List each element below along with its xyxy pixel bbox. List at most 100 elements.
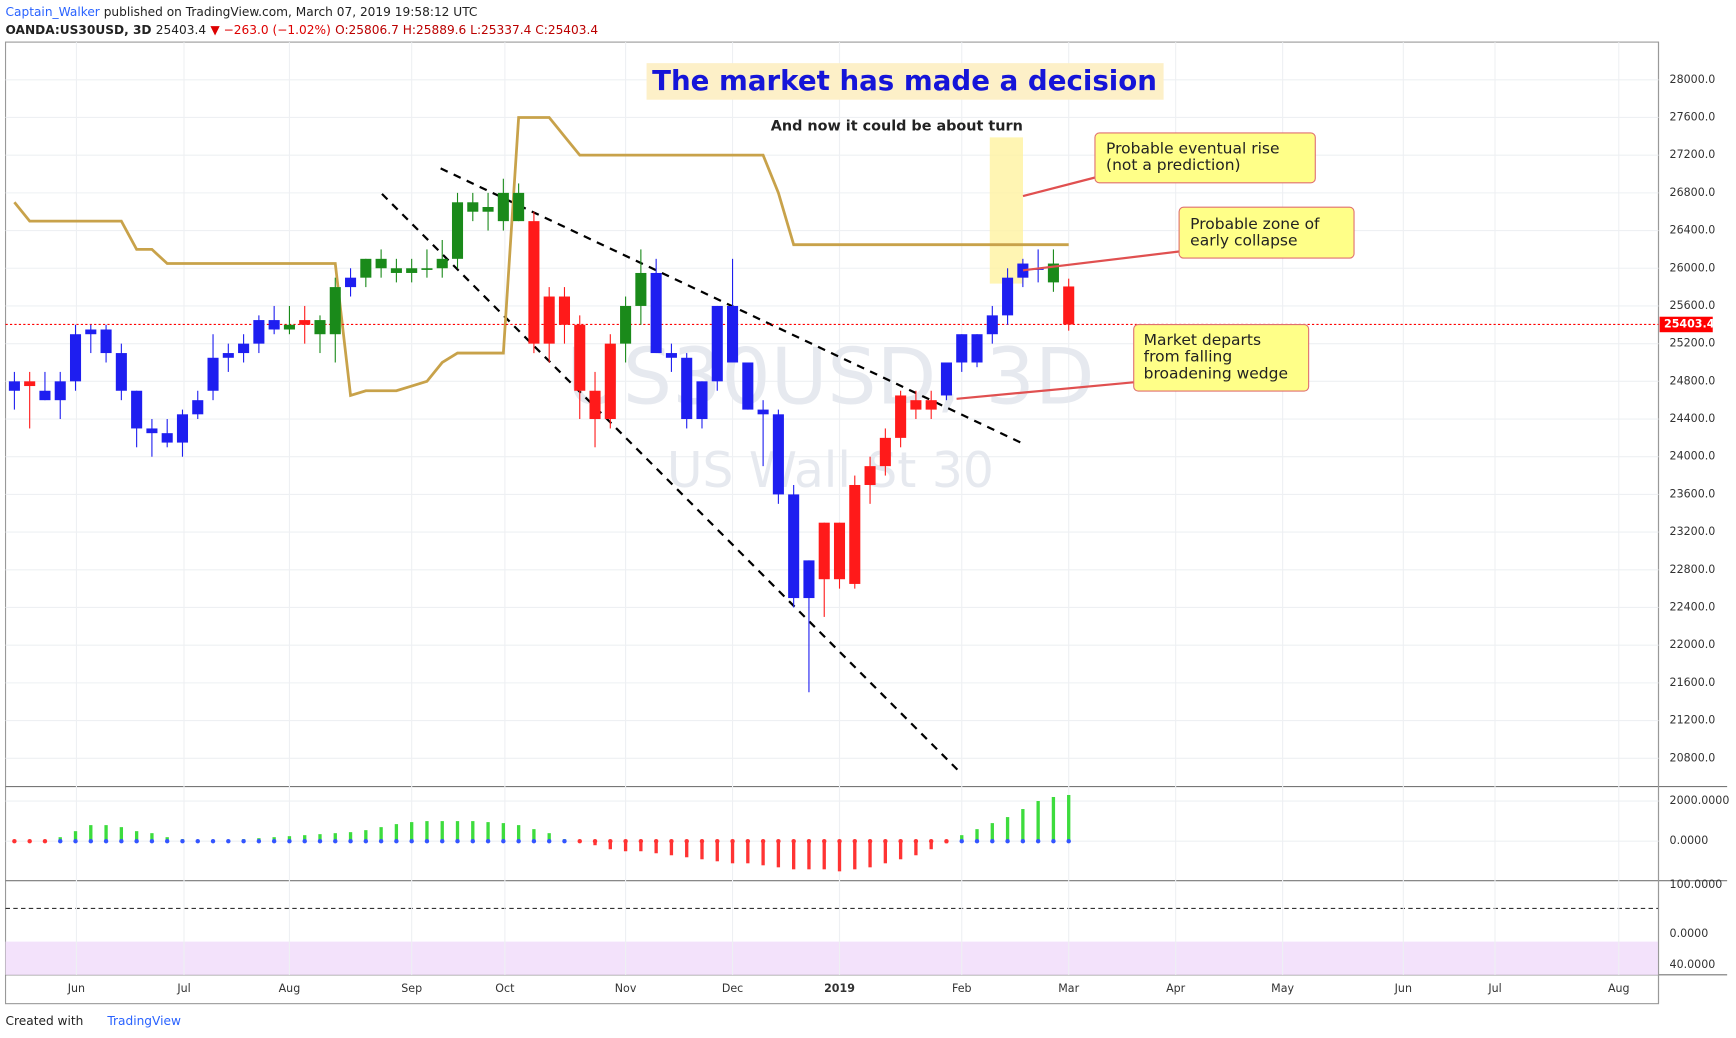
candle-body [314,320,326,335]
candle-body [283,324,295,330]
candle-body [895,395,907,438]
watermark: US30USD, 3D [566,333,1094,423]
histogram-dot [1005,838,1010,844]
candle-body [513,192,525,222]
x-tick-label: Aug [1608,982,1630,995]
histogram-bar [89,825,93,842]
histogram-bar [104,825,108,842]
histogram-dot [577,838,582,844]
histogram-bar [471,821,475,842]
histogram-bar [898,841,903,860]
x-tick-label: Jul [1487,982,1501,995]
y-tick-label: 28000.0 [1670,73,1716,86]
histogram-dot [73,838,78,844]
histogram-bar [318,834,322,842]
candle-body [222,353,234,358]
histogram-dot [715,838,720,844]
histogram-dot [409,838,414,844]
rsi-band [5,941,1659,975]
annotations: Probable eventual rise (not a prediction)… [1106,139,1320,382]
histogram-bar [1051,796,1056,842]
title-bg [646,63,1164,100]
histogram-dot [58,838,63,844]
candle-body [986,315,998,335]
candle-body [146,428,158,434]
watermark: US Wall St 30 [667,443,994,499]
annotation: Probable eventual rise (not a prediction) [1106,139,1279,174]
histogram-bar [853,841,857,870]
candle-body [696,381,708,420]
grid: 20800.0 21200.0 21600.0 22000.0 22400.0 22800… [5,42,1729,995]
candle-body [879,437,891,467]
histogram-dot [287,838,292,844]
y-tick-label: 24400.0 [1670,412,1716,425]
y-tick-label: 21200.0 [1670,714,1716,727]
y-tick-label: 26400.0 [1670,224,1716,237]
histogram-bar [1005,817,1010,842]
histogram-dot [699,838,705,844]
histogram-bar [715,841,719,862]
histogram-dot [1051,838,1056,844]
histogram-dot [974,838,980,844]
histogram-bar [929,841,933,850]
candle-body [436,258,448,269]
symbol: OANDA:US30USD, 3D [6,22,152,36]
histogram-dot [256,838,262,844]
histogram-bar [730,841,735,864]
annotation-line: Market departs [1144,331,1261,349]
histogram-dot [440,838,445,844]
candle-body [803,560,815,599]
footer-brand[interactable]: TradingView [106,1014,181,1028]
indicator-line [13,116,1069,398]
histogram-dot [164,838,170,844]
histogram-bar [685,841,689,858]
histogram-dot [531,838,537,844]
candle-body [360,258,372,278]
chart-frame [4,41,1660,1005]
annotation: Market departs from falling broadening wed… [1144,331,1288,382]
candle-body [451,202,464,259]
annotation-line: Probable zone of [1190,214,1320,232]
histogram-bar [868,841,872,868]
candle-body [54,381,66,401]
x-tick-label: Nov [615,982,637,995]
candle-body [742,362,754,410]
candle-body [24,381,36,387]
histogram-dot [27,838,32,844]
candle-body [818,522,830,580]
candle-body [100,329,112,354]
candle-body [864,466,876,485]
candle-body [650,272,662,354]
x-tick-label: 2019 [824,982,855,995]
histogram-dot [944,838,949,844]
histogram-bar [119,827,124,842]
candle-body [589,390,601,420]
histogram-dot [669,838,674,844]
y-tick-label: 0.0000 [1670,927,1709,940]
callout [1133,324,1310,392]
candle-body [833,522,846,580]
x-tick-label: Aug [279,982,301,995]
candle-body [1063,286,1075,325]
histogram-dot [470,838,476,844]
histogram-bar [960,835,964,842]
histogram-dot [424,838,430,844]
candle-body [1047,263,1059,283]
candle-body [161,433,173,443]
candle-body [956,334,968,363]
histogram-bar [425,821,429,842]
histogram-dot [333,838,338,844]
histogram-bar [486,822,490,842]
histogram-dot [638,838,644,844]
candle-body [788,494,800,599]
histogram-dot [837,838,842,844]
candle-body [115,353,127,391]
candle-body [421,268,433,270]
candle-body [406,268,418,273]
annotation-line: broadening wedge [1144,364,1288,382]
histogram-dot [195,838,200,844]
wedge-line [440,167,1023,445]
histogram-bar [134,831,139,842]
candle-body [375,258,387,269]
